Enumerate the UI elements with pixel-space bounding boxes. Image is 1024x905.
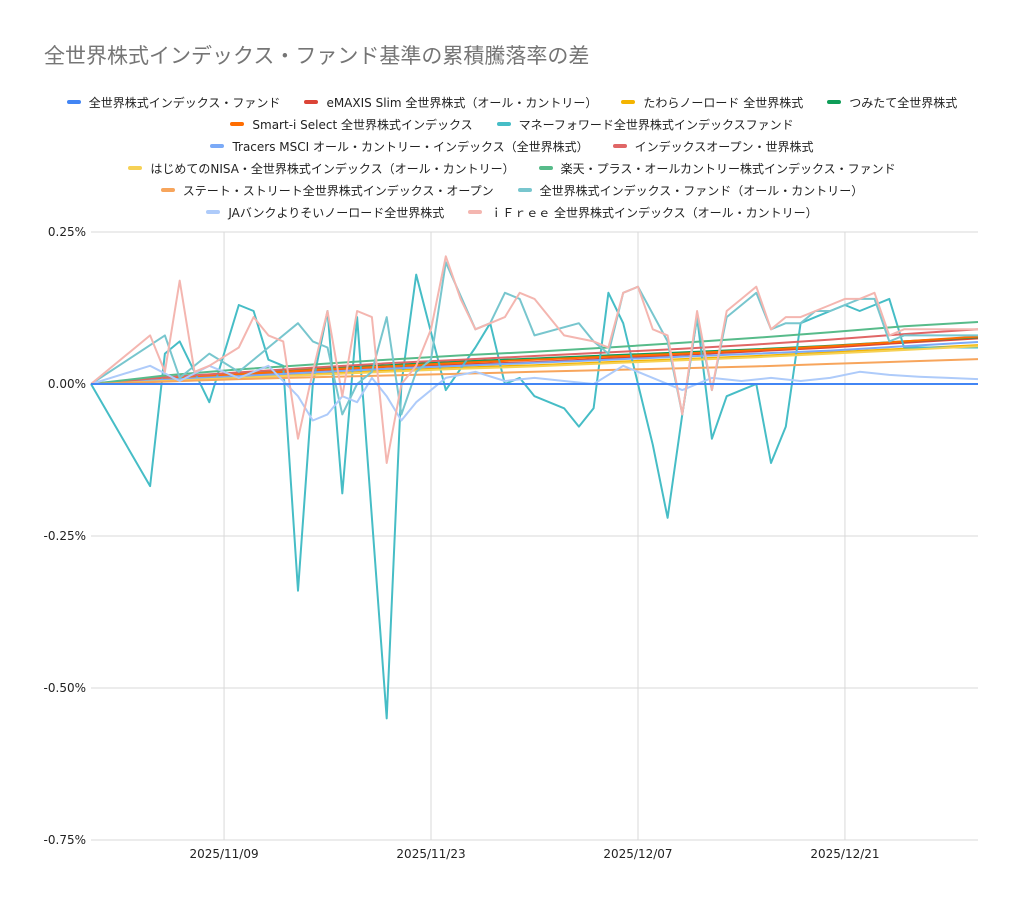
- x-tick-label: 2025/12/21: [810, 847, 879, 861]
- legend-label: eMAXIS Slim 全世界株式（オール・カントリー）: [326, 95, 598, 110]
- legend-item[interactable]: 全世界株式インデックス・ファンド（オール・カントリー）: [517, 182, 864, 199]
- series-line: [90, 255, 978, 464]
- series-line: [90, 335, 979, 385]
- series-line: [90, 341, 979, 385]
- legend-label: インデックスオープン・世界株式: [634, 139, 814, 154]
- legend-item[interactable]: eMAXIS Slim 全世界株式（オール・カントリー）: [304, 94, 597, 111]
- legend-row: Smart-i Select 全世界株式インデックス マネーフォワード全世界株式…: [0, 113, 1024, 135]
- legend-item[interactable]: つみたて全世界株式: [827, 94, 957, 111]
- series-line: [90, 273, 978, 720]
- legend-label: たわらノーロード 全世界株式: [643, 95, 804, 110]
- legend-item[interactable]: はじめてのNISA・全世界株式インデックス（オール・カントリー）: [128, 160, 515, 177]
- legend-swatch: [66, 100, 81, 104]
- legend-row: 全世界株式インデックス・ファンド eMAXIS Slim 全世界株式（オール・カ…: [0, 91, 1024, 113]
- legend-label: Smart-i Select 全世界株式インデックス: [252, 117, 473, 132]
- series-lines: [90, 255, 979, 720]
- legend-item[interactable]: Tracers MSCI オール・カントリー・インデックス（全世界株式）: [210, 138, 589, 155]
- y-tick-label: 0.25%: [48, 225, 86, 239]
- y-axis: 0.25% 0.00% -0.25% -0.50% -0.75%: [44, 225, 86, 847]
- series-line: [90, 358, 979, 385]
- legend-item[interactable]: ステート・ストリート全世界株式インデックス・オープン: [160, 182, 494, 199]
- legend-item[interactable]: ｉＦｒｅｅ 全世界株式インデックス（オール・カントリー）: [468, 204, 818, 221]
- legend-item[interactable]: JAバンクよりそいノーロード全世界株式: [206, 204, 444, 221]
- y-tick-label: -0.25%: [44, 529, 86, 543]
- legend-item[interactable]: マネーフォワード全世界株式インデックスファンド: [496, 116, 794, 133]
- legend-swatch: [160, 188, 175, 192]
- legend-label: ステート・ストリート全世界株式インデックス・オープン: [182, 183, 494, 198]
- legend-item[interactable]: たわらノーロード 全世界株式: [621, 94, 803, 111]
- legend-row: はじめてのNISA・全世界株式インデックス（オール・カントリー） 楽天・プラス・…: [0, 157, 1024, 179]
- legend-item[interactable]: 全世界株式インデックス・ファンド: [66, 94, 281, 111]
- x-axis: 2025/11/09 2025/11/23 2025/12/07 2025/12/21: [189, 847, 879, 861]
- legend-label: 全世界株式インデックス・ファンド: [88, 95, 281, 110]
- legend-label: 全世界株式インデックス・ファンド（オール・カントリー）: [539, 183, 864, 198]
- legend: 全世界株式インデックス・ファンド eMAXIS Slim 全世界株式（オール・カ…: [0, 91, 1024, 223]
- legend-swatch: [827, 100, 842, 104]
- legend-label: つみたて全世界株式: [849, 95, 958, 110]
- legend-swatch: [210, 144, 225, 148]
- gridlines: [91, 231, 978, 841]
- legend-item[interactable]: Smart-i Select 全世界株式インデックス: [230, 116, 473, 133]
- legend-swatch: [621, 100, 636, 104]
- legend-item[interactable]: インデックスオープン・世界株式: [612, 138, 814, 155]
- legend-row: Tracers MSCI オール・カントリー・インデックス（全世界株式） インデ…: [0, 135, 1024, 157]
- legend-swatch: [230, 122, 245, 126]
- x-tick-label: 2025/12/07: [603, 847, 672, 861]
- legend-swatch: [468, 210, 483, 214]
- y-tick-label: 0.00%: [48, 377, 86, 391]
- legend-label: ｉＦｒｅｅ 全世界株式インデックス（オール・カントリー）: [490, 205, 818, 220]
- legend-item[interactable]: 楽天・プラス・オールカントリー株式インデックス・ファンド: [538, 160, 896, 177]
- chart-title: 全世界株式インデックス・ファンド基準の累積騰落率の差: [44, 44, 590, 68]
- x-tick-label: 2025/11/09: [189, 847, 258, 861]
- legend-swatch: [128, 166, 143, 170]
- legend-swatch: [496, 122, 511, 126]
- y-tick-label: -0.75%: [44, 833, 86, 847]
- legend-row: ステート・ストリート全世界株式インデックス・オープン 全世界株式インデックス・フ…: [0, 179, 1024, 201]
- legend-label: JAバンクよりそいノーロード全世界株式: [228, 205, 445, 220]
- legend-label: はじめてのNISA・全世界株式インデックス（オール・カントリー）: [150, 161, 515, 176]
- legend-swatch: [206, 210, 221, 214]
- legend-swatch: [517, 188, 532, 192]
- series-line: [90, 321, 979, 385]
- x-tick-label: 2025/11/23: [396, 847, 465, 861]
- y-tick-label: -0.50%: [44, 681, 86, 695]
- legend-row: JAバンクよりそいノーロード全世界株式 ｉＦｒｅｅ 全世界株式インデックス（オー…: [0, 201, 1024, 223]
- legend-swatch: [538, 166, 553, 170]
- legend-swatch: [304, 100, 319, 104]
- legend-swatch: [612, 144, 627, 148]
- legend-label: マネーフォワード全世界株式インデックスファンド: [518, 117, 794, 132]
- legend-label: Tracers MSCI オール・カントリー・インデックス（全世界株式）: [232, 139, 589, 154]
- series-line: [90, 364, 979, 422]
- legend-label: 楽天・プラス・オールカントリー株式インデックス・ファンド: [560, 161, 896, 176]
